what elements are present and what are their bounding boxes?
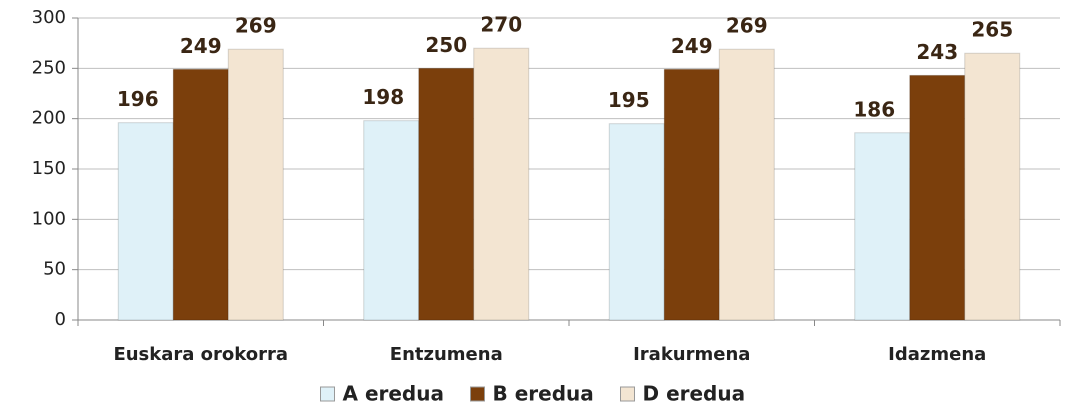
x-tick-label: Idazmena <box>888 344 986 365</box>
data-label: 249 <box>180 34 222 58</box>
bar <box>909 74 966 321</box>
data-label: 250 <box>425 33 467 57</box>
legend-label: B eredua <box>493 382 594 406</box>
bar <box>418 67 475 321</box>
y-tick-label: 300 <box>32 7 66 28</box>
legend-label: A eredua <box>343 382 444 406</box>
y-tick-label: 250 <box>32 57 66 78</box>
legend-swatch <box>320 386 335 402</box>
data-label: 249 <box>671 34 713 58</box>
legend-swatch <box>620 386 635 402</box>
bar <box>718 48 775 321</box>
data-label: 265 <box>971 18 1013 42</box>
bar <box>473 47 530 321</box>
bar <box>172 68 229 321</box>
x-tick-label: Euskara orokorra <box>113 344 288 365</box>
data-label: 269 <box>235 14 277 38</box>
bar <box>227 48 284 321</box>
data-label: 196 <box>117 87 159 111</box>
bar <box>117 122 174 321</box>
y-tick-label: 200 <box>32 108 66 129</box>
x-tick-label: Irakurmena <box>633 344 750 365</box>
y-tick-label: 50 <box>43 259 66 280</box>
legend-swatch <box>470 386 485 402</box>
data-label: 186 <box>853 97 895 121</box>
bar <box>608 123 665 321</box>
bar <box>663 68 720 321</box>
x-tick-label: Entzumena <box>390 344 503 365</box>
data-label: 198 <box>362 85 404 109</box>
y-tick-label: 150 <box>32 158 66 179</box>
data-label: 270 <box>480 13 522 37</box>
y-tick-label: 100 <box>32 208 66 229</box>
bar <box>854 132 911 321</box>
bar <box>964 52 1021 321</box>
bar <box>363 120 420 321</box>
legend-label: D eredua <box>643 382 746 406</box>
y-tick-label: 0 <box>55 309 66 330</box>
data-label: 195 <box>608 88 650 112</box>
data-label: 243 <box>916 40 958 64</box>
data-label: 269 <box>726 14 768 38</box>
